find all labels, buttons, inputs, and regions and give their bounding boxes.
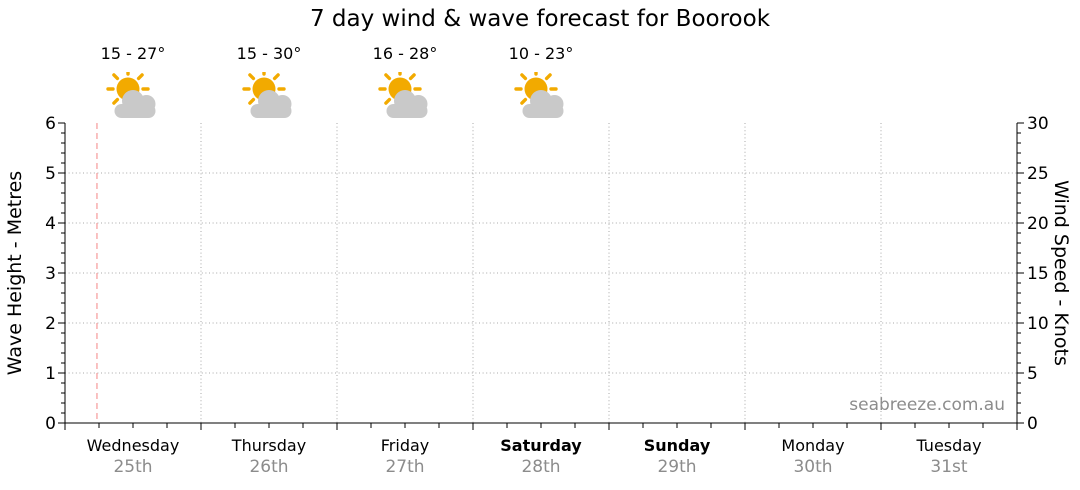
day-label-monday: Monday	[781, 436, 845, 455]
date-label-tuesday: 31st	[930, 457, 968, 477]
day-label-thursday: Thursday	[231, 436, 307, 455]
day-label-saturday: Saturday	[500, 436, 582, 455]
date-label-wednesday: 25th	[113, 457, 153, 477]
sun-ray	[272, 73, 280, 81]
date-label-sunday: 29th	[657, 457, 697, 477]
sun-ray	[248, 73, 256, 81]
wave-axis-tick-label: 2	[45, 314, 56, 334]
cloud-icon	[114, 90, 156, 118]
temperature-range-wednesday: 15 - 27°	[100, 44, 166, 63]
wave-axis-tick-label: 5	[45, 164, 56, 184]
weather-icon-wednesday	[102, 67, 164, 122]
wave-axis-tick-label: 6	[45, 114, 56, 134]
wind-axis-tick-label: 10	[1027, 314, 1049, 334]
wind-axis-tick-label: 25	[1027, 164, 1049, 184]
wind-axis-tick-label: 0	[1027, 414, 1038, 434]
date-label-friday: 27th	[385, 457, 425, 477]
sun-ray	[520, 97, 528, 105]
cloud-icon	[386, 90, 428, 118]
temperature-range-friday: 16 - 28°	[372, 44, 438, 63]
wave-axis-tick-label: 3	[45, 264, 56, 284]
sun-ray	[384, 73, 392, 81]
partly-cloudy-svg	[514, 67, 564, 118]
partly-cloudy-svg	[106, 67, 156, 118]
watermark-text: seabreeze.com.au	[849, 395, 1005, 415]
day-label-tuesday: Tuesday	[916, 436, 982, 455]
sun-ray	[408, 73, 416, 81]
temperature-range-thursday: 15 - 30°	[236, 44, 302, 63]
wind-axis-tick-label: 20	[1027, 214, 1049, 234]
sun-ray	[112, 97, 120, 105]
date-label-monday: 30th	[793, 457, 833, 477]
wave-axis-tick-label: 0	[45, 414, 56, 434]
chart-title: 7 day wind & wave forecast for Boorook	[309, 6, 771, 32]
sun-ray	[136, 73, 144, 81]
weather-icon-thursday	[238, 67, 300, 122]
sun-ray	[520, 73, 528, 81]
wind-axis-tick-label: 5	[1027, 364, 1038, 384]
sun-ray	[248, 97, 256, 105]
cloud-icon	[522, 90, 564, 118]
day-label-friday: Friday	[380, 436, 430, 455]
weather-icon-saturday	[510, 67, 572, 122]
date-label-saturday: 28th	[521, 457, 561, 477]
wind-axis-tick-label: 30	[1027, 114, 1049, 134]
wave-axis-tick-label: 1	[45, 364, 56, 384]
cloud-icon	[250, 90, 292, 118]
weather-icon-friday	[374, 67, 436, 122]
partly-cloudy-svg	[242, 67, 292, 118]
temperature-range-saturday: 10 - 23°	[508, 44, 574, 63]
day-label-wednesday: Wednesday	[86, 436, 180, 455]
sun-ray	[112, 73, 120, 81]
day-label-sunday: Sunday	[643, 436, 711, 455]
wave-axis-tick-label: 4	[45, 214, 56, 234]
date-label-thursday: 26th	[249, 457, 289, 477]
partly-cloudy-svg	[378, 67, 428, 118]
sun-ray	[384, 97, 392, 105]
sun-ray	[544, 73, 552, 81]
wind-axis-tick-label: 15	[1027, 264, 1049, 284]
